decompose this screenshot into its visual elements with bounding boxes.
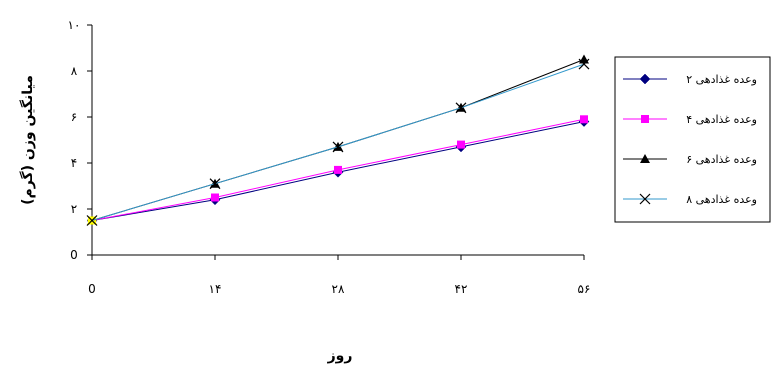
x-tick-label: ۱۴	[209, 282, 222, 296]
series-4	[86, 58, 590, 226]
x-axis-title: روز	[327, 348, 353, 364]
data-point	[211, 193, 219, 202]
data-point	[457, 140, 465, 149]
y-tick-label: ۱۰	[68, 18, 81, 32]
legend-item: وعده غذادهی ۸	[623, 193, 757, 206]
series-line	[91, 59, 585, 221]
legend-label: وعده غذادهی ۸	[686, 193, 757, 206]
legend-item: وعده غذادهی ۶	[623, 153, 757, 166]
y-tick-label: ۶	[71, 110, 77, 124]
y-tick-label: 0	[70, 248, 78, 262]
data-point	[334, 165, 342, 174]
y-axis-title: میانگین وزن (گرم)	[19, 75, 36, 205]
legend-label: وعده غذادهی ۶	[686, 153, 757, 166]
x-tick-label: ۴۲	[455, 282, 468, 296]
data-point	[209, 178, 221, 190]
x-tick-label: ۵۶	[578, 282, 591, 296]
y-tick-label: ۲	[71, 202, 77, 216]
x-tick-label: 0	[88, 282, 96, 296]
data-point	[579, 54, 589, 64]
legend-label: وعده غذادهی ۲	[686, 73, 757, 86]
series-layer	[86, 54, 590, 226]
legend-marker	[640, 154, 650, 163]
data-point	[455, 102, 467, 114]
legend-marker	[639, 73, 651, 85]
data-point	[332, 141, 344, 153]
data-point	[86, 215, 98, 226]
legend-item: وعده غذادهی ۴	[623, 113, 757, 126]
y-tick-label: ۴	[71, 156, 77, 170]
legend: وعده غذادهی ۲ وعده غذادهی ۴ وعده غذادهی ۶ و…	[614, 56, 771, 223]
legend-item: وعده غذادهی ۲	[623, 73, 757, 86]
axes: 0 ۲ ۴ ۶ ۸ ۱۰ 0 ۱۴ ۲۸ ۴۲ ۵۶	[68, 18, 591, 296]
data-point	[580, 115, 588, 124]
legend-label: وعده غذادهی ۴	[686, 113, 757, 126]
x-tick-label: ۲۸	[332, 282, 345, 296]
data-point	[578, 58, 590, 70]
legend-marker	[639, 193, 651, 205]
legend-marker	[641, 115, 649, 123]
y-tick-label: ۸	[71, 64, 78, 78]
